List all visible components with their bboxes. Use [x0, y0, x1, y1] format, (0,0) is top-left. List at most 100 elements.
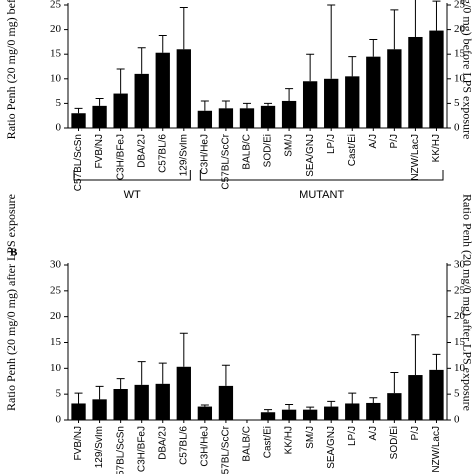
- bar: [324, 78, 339, 128]
- bar: [302, 81, 318, 128]
- error-bar: [137, 47, 146, 74]
- y-tick-label: 5: [56, 388, 62, 400]
- y2-tick-label: 15: [454, 336, 466, 348]
- y2-tick-label: 15: [454, 48, 466, 60]
- bar: [366, 56, 381, 128]
- x-tick-label: LP/J: [347, 426, 358, 446]
- x-tick-label: SM/J: [284, 134, 295, 157]
- bar: [134, 73, 149, 128]
- bar: [324, 406, 339, 420]
- bar: [281, 100, 297, 128]
- x-tick-label: BALB/C: [242, 134, 253, 170]
- x-tick-label: C3H/BFeJ: [115, 134, 126, 180]
- group-bracket: [199, 170, 444, 181]
- error-bar: [369, 397, 378, 403]
- error-bar: [285, 404, 294, 410]
- group-label: WT: [124, 189, 141, 201]
- x-tick-label: P/J: [389, 134, 400, 148]
- x-tick-label: FVB/NJ: [73, 426, 84, 460]
- bar: [239, 108, 255, 128]
- error-bar: [306, 53, 315, 82]
- error-bar: [95, 97, 104, 106]
- error-bar: [158, 35, 167, 53]
- error-bar: [390, 371, 399, 394]
- x-tick-label: 129/SvIm: [94, 426, 105, 468]
- error-bar: [264, 409, 273, 413]
- x-tick-label: FVB/NJ: [94, 134, 105, 168]
- x-tick-label: C57BL/6: [178, 426, 189, 465]
- error-bar: [285, 88, 294, 101]
- y-tick-label: 30: [50, 259, 62, 271]
- y-tick-label: 20: [50, 310, 62, 322]
- x-tick-label: 129/SvIm: [178, 134, 189, 176]
- x-tick-label: SOD/Ei: [389, 426, 400, 459]
- error-bar: [200, 100, 209, 111]
- x-tick-label: LP/J: [326, 134, 337, 154]
- bar: [387, 393, 402, 420]
- bar: [134, 384, 149, 420]
- error-bar: [137, 361, 146, 385]
- y2-tick-label: 5: [454, 97, 460, 109]
- error-bar: [432, 353, 441, 370]
- error-bar: [74, 392, 83, 404]
- x-tick-label: A/J: [368, 426, 379, 440]
- bar: [155, 383, 170, 420]
- error-bar: [200, 404, 209, 407]
- error-bar: [348, 56, 357, 77]
- x-tick-label: C57BL/6: [157, 134, 168, 173]
- bar: [92, 399, 107, 420]
- error-bar: [369, 38, 378, 57]
- bar: [408, 375, 423, 420]
- x-tick-label: NZW/LacJ: [410, 134, 421, 181]
- bar: [302, 409, 318, 420]
- y2-tick-label: 20: [454, 23, 466, 35]
- error-bar: [221, 100, 230, 109]
- error-bar: [179, 6, 188, 50]
- y2-tick-label: 5: [454, 388, 460, 400]
- bar: [345, 403, 360, 420]
- y2-axis-label: Ratio Penh (20 mg/0 mg) after LPS exposu…: [460, 194, 474, 411]
- y-tick-label: 10: [50, 362, 62, 374]
- x-tick-label: DBA/2J: [157, 426, 168, 460]
- error-bar: [221, 364, 230, 386]
- x-tick-label: C3H/BFeJ: [136, 426, 147, 472]
- y2-tick-label: 0: [454, 122, 460, 134]
- y-tick-label: 25: [50, 0, 62, 11]
- error-bar: [242, 102, 251, 109]
- bar: [429, 30, 444, 128]
- bar: [387, 49, 402, 128]
- bar: [366, 402, 381, 420]
- y2-tick-label: 0: [454, 414, 460, 426]
- error-bar: [306, 406, 315, 410]
- axis-frame: [67, 3, 448, 129]
- x-tick-label: DBA/2J: [136, 134, 147, 168]
- x-tick-label: KK/HJ: [431, 134, 442, 162]
- bar: [113, 93, 128, 128]
- bar: [71, 403, 86, 420]
- bar: [197, 110, 213, 128]
- error-bar: [116, 68, 125, 94]
- y2-axis-label: Ratio Penh (20 mg/0 mg) before LPS expos…: [460, 0, 474, 139]
- error-bar: [116, 378, 125, 389]
- y-tick-label: 15: [50, 48, 62, 60]
- error-bar: [179, 332, 188, 367]
- x-tick-label: P/J: [410, 426, 421, 440]
- bar: [197, 406, 213, 420]
- bar: [92, 105, 107, 128]
- bar: [260, 105, 276, 128]
- error-bar: [327, 400, 336, 407]
- x-tick-label: C3H/HeJ: [200, 426, 211, 467]
- x-tick-label: C3H/HeJ: [200, 134, 211, 175]
- y-tick-label: 25: [50, 284, 62, 296]
- y2-tick-label: 25: [454, 0, 466, 11]
- y-tick-label: 0: [56, 414, 62, 426]
- group-label: MUTANT: [299, 189, 344, 201]
- y2-tick-label: 10: [454, 72, 466, 84]
- x-tick-label: C57BL/ScCr: [221, 133, 232, 189]
- bar: [281, 409, 297, 420]
- y2-tick-label: 25: [454, 284, 466, 296]
- x-tick-label: C57BL/ScSn: [115, 426, 126, 474]
- y-tick-label: 15: [50, 336, 62, 348]
- bar: [218, 108, 234, 128]
- x-tick-label: SM/J: [305, 426, 316, 449]
